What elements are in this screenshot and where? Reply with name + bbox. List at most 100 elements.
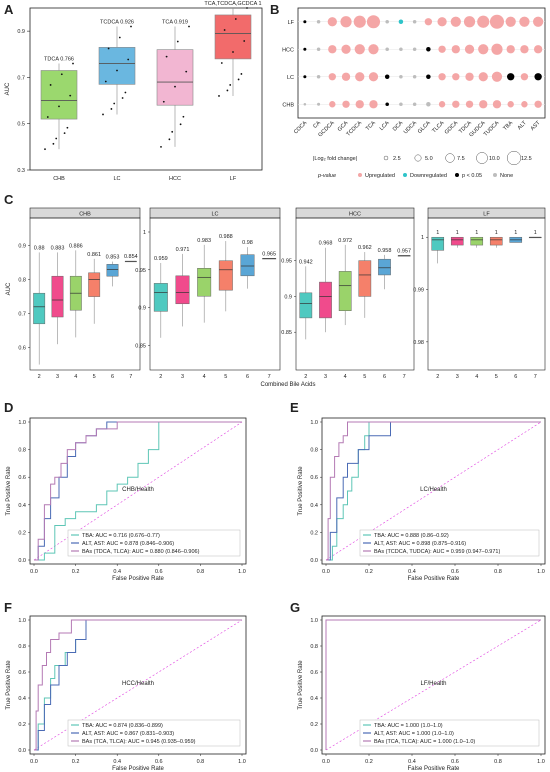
x-tick-label: 0.8 [494,569,502,575]
data-point [182,115,185,118]
facet-frame [295,217,415,371]
column-label: AST [530,120,542,132]
legend-label: TBA: AUC = 0.888 (0.86–0.92) [374,533,449,539]
box [450,236,464,246]
data-point [55,137,58,140]
facet-title: LF [483,212,490,218]
size-legend-circle [383,155,389,161]
data-point [168,138,171,141]
box [175,275,190,305]
dot [385,19,389,24]
x-tick-label: 3 [56,374,59,380]
data-point [179,123,182,126]
y-tick-label: 1.0 [18,618,26,624]
data-point [176,40,179,43]
facet-frame [29,217,141,371]
x-tick-label: 0.2 [72,569,80,575]
x-tick-label: 0.8 [197,759,205,765]
column-label: CDCA [293,120,308,135]
y-tick-label: 0.0 [18,558,26,564]
dot [520,73,529,81]
box [40,70,78,120]
x-tick-label: 1.0 [238,569,246,575]
x-tick-label: 2 [436,374,439,380]
data-point [188,25,190,28]
dot [316,74,321,79]
facet-frame [427,217,546,371]
dot [489,14,505,29]
dot [506,45,515,54]
dot [316,19,321,24]
x-tick-label: 7 [268,374,271,380]
data-point [49,84,52,86]
x-tick-label: 6 [246,374,249,380]
y-tick-label: 0.95 [281,259,292,265]
y-axis-label: True Positive Rate [298,660,304,710]
dot [384,74,390,79]
plot-frame [297,7,546,119]
x-tick-label: 4 [203,374,206,380]
dot [355,100,364,109]
y-axis-label: True Positive Rate [6,466,12,516]
color-legend-label: None [500,173,513,179]
max-label: 0.853 [106,255,120,261]
dot [521,101,528,108]
panel-label-b: B [270,2,279,17]
x-tick-label: 0.6 [451,569,459,575]
max-label: 0.959 [154,256,168,262]
dot [399,47,403,52]
y-tick-label: 0.6 [18,346,26,352]
size-legend-label: 7.5 [457,156,465,162]
box [489,236,503,246]
x-tick-label: LC [113,176,120,182]
dot [438,45,446,53]
max-label: 0.962 [358,245,372,251]
dot [450,16,461,27]
data-point [66,126,69,129]
dot [303,102,307,106]
dot [465,100,474,108]
data-point [113,102,116,105]
column-label: TCDCA [346,120,364,138]
dot [328,45,337,54]
comparison-label: HCC/Health [122,681,154,687]
data-point [127,58,130,61]
panel-label-d: D [4,400,13,415]
x-tick-label: 0.2 [365,569,373,575]
y-tick-label: 0.99 [413,288,424,294]
facet-frame [149,217,281,371]
dot [316,47,321,52]
data-point [220,62,223,64]
facet-title: HCC [349,212,361,218]
dot [491,43,503,55]
chart-f-roc: 0.0 0.0 0.2 0.2 0.4 0.4 0.6 0.6 0.8 0.8 1.0 1.0 Fals… [6,615,247,772]
dot [534,100,542,108]
y-tick-label: 0.0 [18,748,26,754]
data-point [102,113,104,116]
max-label: 0.983 [197,238,211,244]
data-point [223,29,226,31]
row-label: HCC [282,47,294,53]
data-point [165,55,168,58]
chart-c-facets: AUC Combined Bile Acids CHB 0.6 0.7 0.8 0.9 0.8… [6,207,546,388]
x-tick-label: 7 [534,374,537,380]
y-tick-label: 0.4 [18,696,26,702]
max-label: 0.988 [219,234,233,240]
y-tick-label: 0.95 [135,268,146,274]
data-point [104,80,107,83]
color-legend-label: Downregulated [410,173,447,179]
dot [507,101,514,108]
x-axis-label: False Positive Rate [112,766,164,772]
legend-box [359,719,540,747]
y-tick-label: 0.8 [310,448,318,454]
dot [303,47,307,51]
box [378,258,391,276]
column-label: LCA [379,120,391,132]
dot [491,71,503,82]
panel-label-a: A [4,2,14,17]
facet-title: CHB [79,212,91,218]
dot [464,44,475,54]
dot [368,72,379,82]
data-point [130,25,132,28]
box [197,268,212,297]
